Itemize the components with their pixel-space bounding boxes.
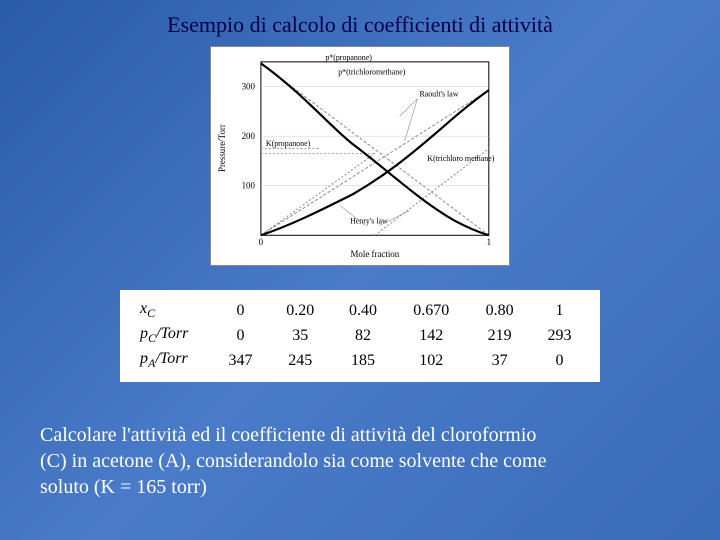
- cell: 142: [394, 323, 468, 348]
- row-header-pc: pC/Torr: [132, 323, 212, 348]
- label-k-propanone: K(propanone): [266, 139, 311, 148]
- table-row: pC/Torr 0 35 82 142 219 293: [132, 323, 588, 348]
- chart-svg: 100 200 300 0 1 Mole fraction Pressure/T…: [211, 47, 509, 265]
- cell: 185: [332, 348, 395, 373]
- table-row: pA/Torr 347 245 185 102 37 0: [132, 348, 588, 373]
- xtick-1: 1: [487, 237, 491, 247]
- cell: 102: [394, 348, 468, 373]
- cell: 245: [269, 348, 332, 373]
- data-table: xC 0 0.20 0.40 0.670 0.80 1 pC/Torr 0 35…: [132, 298, 588, 374]
- label-k-trichloro: K(trichloro methane): [427, 154, 494, 163]
- cell: 0: [212, 323, 269, 348]
- body-line-3: soluto (K = 165 torr): [40, 476, 207, 498]
- cell: 293: [531, 323, 588, 348]
- row-header-pa: pA/Torr: [132, 348, 212, 373]
- body-line-1: Calcolare l'attività ed il coefficiente …: [40, 424, 536, 446]
- label-raoult: Raoult's law: [419, 90, 458, 99]
- cell: 0.670: [394, 298, 468, 323]
- page-title: Esempio di calcolo di coefficienti di at…: [0, 0, 720, 46]
- cell: 35: [269, 323, 332, 348]
- ytick-200: 200: [242, 131, 256, 141]
- row-header-xc: xC: [132, 298, 212, 323]
- cell: 0: [212, 298, 269, 323]
- cell: 82: [332, 323, 395, 348]
- x-axis-label: Mole fraction: [350, 249, 399, 259]
- cell: 37: [468, 348, 531, 373]
- ytick-300: 300: [242, 82, 256, 92]
- cell: 0.20: [269, 298, 332, 323]
- cell: 0.80: [468, 298, 531, 323]
- data-table-container: xC 0 0.20 0.40 0.670 0.80 1 pC/Torr 0 35…: [120, 290, 600, 382]
- table-row: xC 0 0.20 0.40 0.670 0.80 1: [132, 298, 588, 323]
- cell: 219: [468, 323, 531, 348]
- body-line-2: (C) in acetone (A), considerandolo sia c…: [40, 450, 546, 472]
- cell: 0: [531, 348, 588, 373]
- label-p-trichloro: p*(trichloromethane): [338, 68, 406, 77]
- cell: 347: [212, 348, 269, 373]
- y-axis-label: Pressure/Torr: [217, 124, 227, 172]
- xtick-0: 0: [259, 237, 264, 247]
- label-p-propanone: p*(propanone): [325, 53, 372, 62]
- body-paragraph: Calcolare l'attività ed il coefficiente …: [0, 382, 720, 500]
- vapor-pressure-chart: 100 200 300 0 1 Mole fraction Pressure/T…: [210, 46, 510, 266]
- ytick-100: 100: [242, 181, 256, 191]
- cell: 0.40: [332, 298, 395, 323]
- cell: 1: [531, 298, 588, 323]
